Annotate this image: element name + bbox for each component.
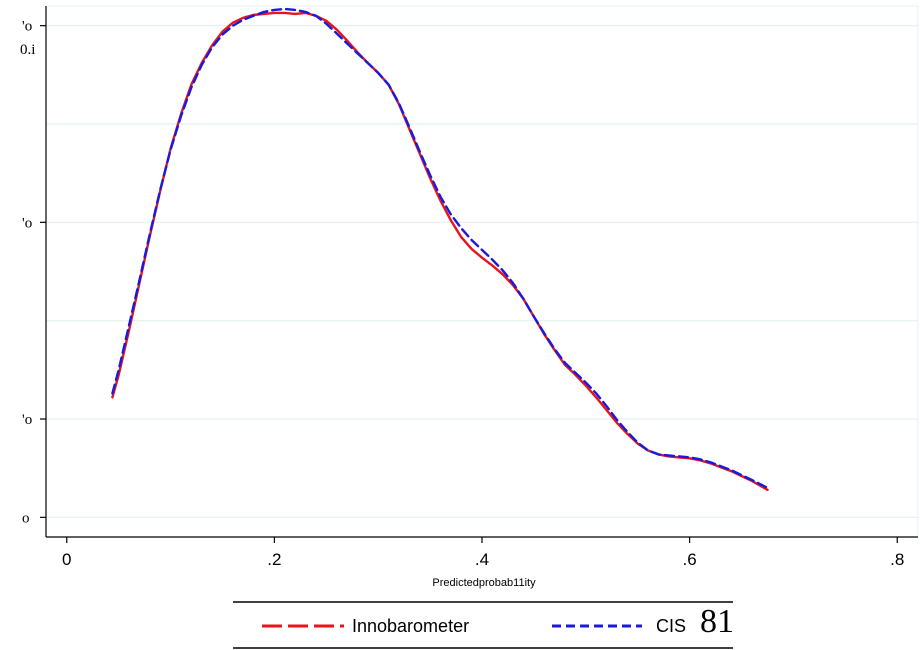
x-tick-label: .2 <box>267 550 281 569</box>
y-tick-label: 'o <box>22 412 32 428</box>
x-tick-label: 0 <box>62 550 71 569</box>
plot-region <box>45 5 919 538</box>
series-line-cis <box>111 7 769 489</box>
legend-suffix: 81 <box>700 603 734 640</box>
grid-lines <box>46 25 918 518</box>
y-tick-label: 'o <box>22 215 32 231</box>
x-tick-label: .4 <box>475 550 489 569</box>
y-axis-ticks: o 'o 'o 'o <box>22 19 46 526</box>
legend-label-innobarometer: Innobarometer <box>352 616 469 636</box>
x-axis-ticks: 0 .2 .4 .6 .8 <box>62 537 904 569</box>
x-tick-label: .8 <box>890 550 904 569</box>
series-lines <box>111 7 769 491</box>
y-extra-label: 0.i <box>20 42 35 58</box>
y-tick-label: 'o <box>22 19 32 35</box>
legend-label-cis: CIS <box>656 616 686 636</box>
y-tick-label: o <box>22 510 30 526</box>
legend: Innobarometer CIS 81 <box>233 601 734 649</box>
x-axis-title: Predictedprobab11ity <box>432 577 536 589</box>
x-tick-label: .6 <box>683 550 697 569</box>
